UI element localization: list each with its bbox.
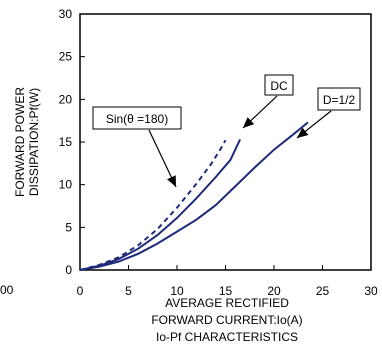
x-axis-label-line1: AVERAGE RECTIFIED [165, 296, 289, 310]
series-line-dc [79, 138, 242, 271]
arrow-d-half [296, 110, 332, 139]
y-tick-label: 25 [59, 50, 73, 64]
annotation-d-half: D=1/2 [317, 87, 361, 111]
annotation-sin-label: Sin(θ =180) [106, 112, 168, 126]
annotation-dc-label: DC [270, 79, 288, 93]
y-tick-label: 30 [59, 7, 73, 21]
y-axis-label: FORWARD POWER DISSIPATION:Pf(W) [13, 87, 41, 197]
stray-left-label: 00 [0, 283, 14, 297]
annotation-dc: DC [264, 74, 294, 96]
arrow-dc [242, 95, 278, 129]
series-line-sin-180 [79, 139, 227, 271]
y-axis-label-line2: DISSIPATION:Pf(W) [27, 88, 41, 196]
x-tick-label: 30 [364, 284, 378, 298]
x-tick-label: 15 [219, 284, 233, 298]
y-tick-label: 15 [59, 135, 73, 149]
x-tick-label: 5 [125, 284, 132, 298]
chart-title: Io-Pf CHARACTERISTICS [156, 330, 298, 344]
y-tick-label: 0 [65, 263, 72, 277]
annotation-sin: Sin(θ =180) [92, 106, 182, 130]
series-layer [79, 121, 309, 271]
x-tick-label: 0 [77, 284, 84, 298]
arrow-sin [148, 129, 177, 188]
y-tick-label: 10 [59, 178, 73, 192]
x-axis-label-line2: FORWARD CURRENT:Io(A) [151, 313, 302, 327]
y-axis-label-line1: FORWARD POWER [13, 87, 27, 197]
y-tick-label: 5 [65, 220, 72, 234]
series-line-d-1-2 [79, 121, 309, 271]
axis-ticks: 0 5 10 15 20 25 30 0 5 10 15 20 25 30 [59, 7, 378, 298]
y-tick-label: 20 [59, 92, 73, 106]
annotation-d-half-label: D=1/2 [323, 93, 356, 107]
x-tick-label: 20 [267, 284, 281, 298]
x-tick-label: 10 [170, 284, 184, 298]
x-tick-label: 25 [316, 284, 330, 298]
